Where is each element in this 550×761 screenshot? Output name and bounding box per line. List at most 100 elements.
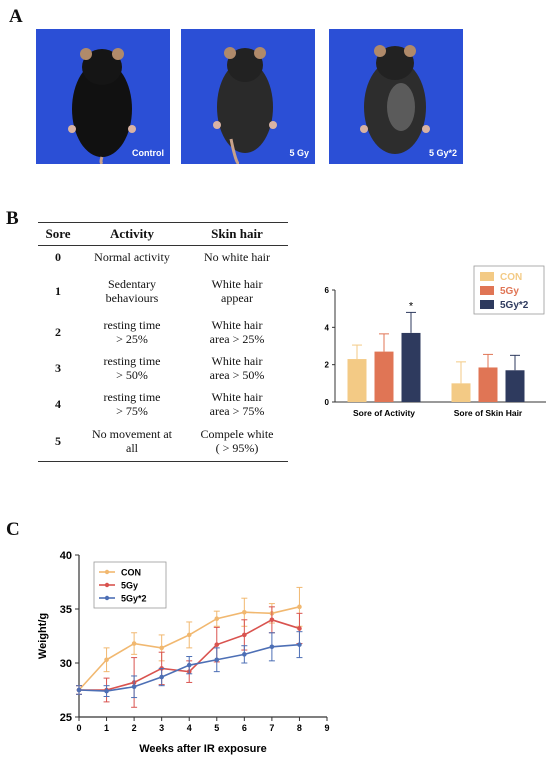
series-line	[78, 643, 300, 692]
table-row: 4 resting time > 75% White hair area > 75%	[38, 386, 288, 422]
series-line	[78, 606, 300, 691]
x-tick-label: 7	[269, 723, 274, 733]
skin-hair-cell-line: No white hair	[204, 249, 270, 264]
x-axis-title: Weeks after IR exposure	[139, 743, 267, 755]
activity-cell-line: all	[126, 441, 138, 456]
skin-hair-cell-line: area > 75%	[209, 403, 265, 418]
activity-cell-line: > 75%	[116, 403, 148, 418]
activity-cell-line: Sedentary	[108, 276, 156, 291]
photo-label: 5 Gy	[289, 148, 309, 158]
legend-label: 5Gy*2	[500, 300, 529, 311]
data-point	[214, 616, 220, 622]
y-tick-label: 25	[60, 712, 72, 724]
activity-cell-line: > 50%	[116, 367, 148, 382]
panel-label-b: B	[6, 208, 19, 229]
data-point	[159, 666, 164, 671]
photo-5gy-x2: 5 Gy*2	[329, 29, 463, 164]
bar	[478, 367, 498, 402]
bar	[505, 370, 525, 402]
weight-line-chart: 25 30 35 40 0 1 2 3 4 5 6 7 8 9 Weeks after IR exposur…	[37, 550, 330, 755]
data-point	[297, 642, 302, 647]
data-point	[131, 641, 137, 646]
legend-marker	[104, 582, 110, 588]
x-category-label: Sore of Activity	[353, 408, 415, 418]
score-table: Sore Activity Skin hair 0 Normal activity…	[38, 222, 288, 462]
legend-swatch	[480, 272, 494, 281]
data-point	[104, 657, 109, 663]
bar	[451, 383, 471, 402]
y-tick-label: 35	[60, 604, 72, 616]
series-line	[79, 618, 300, 691]
y-tick-label: 0	[325, 398, 330, 407]
bar	[401, 332, 421, 402]
panel-label-a: A	[9, 6, 23, 27]
x-tick-label: 3	[159, 723, 164, 733]
data-point	[269, 617, 275, 623]
y-tick-label: 4	[325, 323, 330, 332]
y-axis-title: Weight/g	[37, 613, 49, 659]
data-point	[242, 652, 247, 657]
data-point	[76, 687, 82, 693]
skin-hair-cell-line: White hair	[211, 389, 263, 404]
mouse-illustration	[68, 48, 136, 164]
photo-control: Control	[36, 29, 170, 164]
table-row: 3 resting time > 50% White hair area > 50%	[38, 350, 288, 386]
header-score: Sore	[38, 222, 78, 246]
data-point	[269, 611, 275, 616]
skin-hair-cell-line: area > 25%	[209, 331, 265, 346]
skin-hair-cell: No white hair	[186, 246, 288, 268]
legend-label: 5Gy*2	[121, 594, 147, 604]
legend-swatch	[480, 300, 494, 309]
score-cell: 3	[55, 360, 61, 375]
data-point	[214, 642, 220, 647]
y-tick-label: 40	[60, 550, 72, 562]
skin-hair-cell-line: Compele white	[200, 427, 274, 442]
data-point	[159, 645, 164, 651]
activity-cell-line: resting time	[103, 317, 161, 332]
x-tick-label: 5	[214, 723, 219, 733]
score-cell: 0	[55, 249, 61, 264]
legend-label: CON	[121, 568, 141, 578]
skin-hair-cell-line: appear	[221, 290, 253, 305]
bar-chart: 0 2 4 6 Sore of Activity Sore of Skin Hair * CO…	[325, 265, 546, 418]
score-cell: 5	[38, 421, 78, 462]
data-point	[186, 669, 192, 674]
data-point	[297, 626, 302, 631]
y-tick-label: 30	[60, 658, 72, 670]
skin-hair-cell: White hair area > 75%	[186, 386, 288, 422]
score-cell: 1	[55, 283, 61, 298]
activity-cell-line: > 25%	[116, 331, 148, 346]
skin-hair-cell: White hair area > 50%	[186, 350, 288, 386]
skin-hair-cell-line: area > 50%	[209, 367, 265, 382]
x-tick-label: 0	[76, 723, 81, 733]
data-point	[104, 687, 109, 693]
y-tick-label: 6	[325, 286, 330, 295]
data-point	[242, 632, 247, 638]
legend-box	[93, 561, 167, 609]
x-tick-label: 8	[297, 723, 302, 733]
activity-cell: No movement at all	[78, 421, 186, 462]
skin-hair-cell: White hair appear	[186, 268, 288, 314]
activity-cell-line: behaviours	[105, 290, 159, 305]
y-tick-label: 2	[325, 361, 330, 370]
bar	[374, 351, 394, 402]
photo-label: Control	[132, 148, 164, 158]
activity-cell-line: Normal activity	[94, 249, 170, 264]
table-row: 2 resting time > 25% White hair area > 25%	[38, 314, 288, 350]
data-point	[159, 674, 164, 680]
data-point	[131, 684, 137, 690]
data-point	[297, 604, 302, 610]
skin-hair-cell: Compele white( > 95%)	[186, 421, 288, 462]
skin-hair-cell-line: ( > 95%)	[215, 441, 259, 456]
data-point	[186, 662, 192, 668]
header-skin-hair: Skin hair	[186, 222, 288, 246]
skin-hair-cell: White hair area > 25%	[186, 314, 288, 350]
activity-cell-line: resting time	[103, 389, 161, 404]
data-point	[131, 680, 137, 685]
activity-cell: Sedentary behaviours	[78, 268, 186, 314]
activity-cell-line: No movement at	[92, 427, 172, 442]
table-header-row: Sore Activity Skin hair	[38, 222, 288, 246]
activity-cell: resting time > 75%	[78, 386, 186, 422]
score-cell: 2	[55, 324, 61, 339]
mouse-illustration	[213, 47, 277, 164]
